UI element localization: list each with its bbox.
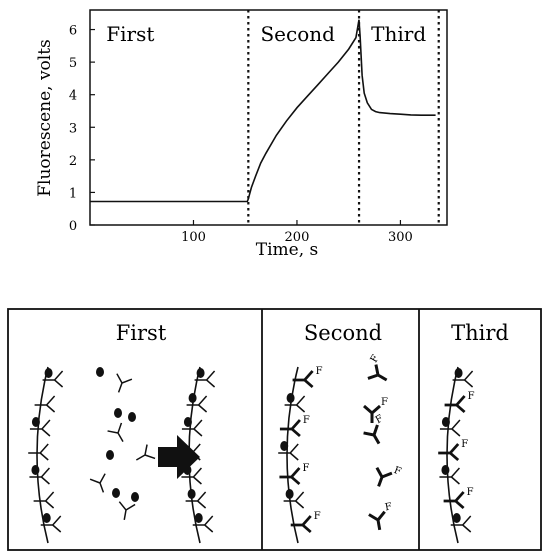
free-antibody: F [363, 397, 388, 423]
receptor-with-ligand [40, 513, 62, 533]
free-antibody: F [368, 501, 393, 531]
phase-label: Second [260, 22, 335, 46]
plot-frame [89, 9, 448, 226]
free-antibody: F [367, 353, 388, 382]
arrow-icon [158, 435, 200, 479]
x-tick-label: 200 [285, 230, 310, 245]
panel-title-first: First [116, 321, 167, 345]
y-axis-label: Fluorescene, volts [35, 39, 55, 197]
x-tick-label: 100 [181, 230, 206, 245]
x-axis-label: Time, s [256, 240, 319, 260]
receptor-with-fluorescent-ligand: F [438, 439, 468, 462]
x-tick-label: 300 [388, 230, 413, 245]
y-tick-label: 4 [69, 89, 77, 104]
ligand-dot [131, 492, 139, 502]
fluor-label: F [468, 391, 475, 402]
free-antibody: F [363, 413, 386, 445]
receptor-with-ligand [29, 465, 50, 485]
receptor-with-fluorescent-ligand: F [443, 487, 474, 510]
free-antibody [116, 373, 133, 393]
receptor [34, 395, 56, 413]
phase-label: First [106, 22, 154, 46]
receptor-with-ligand [439, 417, 461, 437]
receptor-with-ligand [284, 393, 306, 413]
receptor-with-ligand [450, 513, 472, 533]
fluor-label: F [467, 487, 474, 498]
y-tick-label: 0 [69, 219, 77, 234]
receptor-with-ligand [186, 393, 208, 413]
receptor-with-ligand [29, 417, 51, 437]
fluorescence-chart: 0 1 2 3 4 5 6 100 200 300 First Second Third Time,… [35, 9, 448, 260]
free-antibody [118, 501, 136, 520]
y-tick-label: 3 [69, 121, 77, 136]
cell-surface-curve [446, 366, 459, 544]
fluor-label: F [302, 463, 309, 474]
phase-labels: First Second Third [106, 22, 426, 46]
receptor-with-fluorescent-ligand: F [290, 511, 321, 534]
fluor-label: F [384, 501, 393, 513]
free-antibody [107, 422, 124, 443]
receptor-with-ligand [452, 368, 474, 388]
receptor-with-ligand [42, 368, 64, 388]
receptor-with-ligand [185, 489, 207, 509]
panel-title-second: Second [304, 321, 382, 345]
free-antibody [135, 444, 156, 461]
receptor-with-fluorescent-ligand: F [279, 463, 309, 486]
y-tick-label: 2 [69, 154, 77, 169]
fluor-label: F [314, 511, 321, 522]
y-axis-ticks: 0 1 2 3 4 5 6 [69, 24, 95, 234]
panel-title-third: Third [451, 321, 509, 345]
receptor-with-ligand [181, 417, 203, 437]
receptor-with-ligand [278, 441, 299, 461]
fluor-label: F [303, 415, 310, 426]
y-tick-label: 5 [69, 56, 77, 71]
cell-surface-curve [286, 366, 299, 544]
receptor-with-ligand [192, 513, 214, 533]
cell-surface-curve [36, 366, 49, 544]
receptor-with-fluorescent-ligand: F [444, 391, 475, 414]
receptor-with-fluorescent-ligand: F [292, 366, 323, 389]
panel-third: F F F [438, 366, 475, 544]
y-tick-label: 1 [69, 186, 77, 201]
phase-label: Third [371, 22, 426, 46]
fluor-label: F [392, 465, 402, 478]
fluorescence-series-line [90, 19, 436, 203]
plot-border [89, 9, 448, 226]
schematic-frame [7, 308, 542, 551]
ligand-dot [128, 412, 136, 422]
ligand-dot [96, 367, 104, 377]
fluor-label: F [381, 397, 388, 408]
receptor-with-ligand [439, 465, 460, 485]
fluor-label: F [461, 439, 468, 450]
fluor-label: F [374, 413, 386, 426]
ligand-dot [112, 488, 120, 498]
ligand-dot [106, 450, 114, 460]
x-axis-ticks: 100 200 300 [181, 220, 413, 245]
receptor-with-ligand [194, 368, 216, 388]
receptor [28, 443, 49, 461]
receptor [33, 491, 55, 509]
receptor-with-fluorescent-ligand: F [279, 415, 310, 438]
free-antibody: F [375, 465, 403, 487]
y-tick-label: 6 [69, 24, 77, 39]
ligand-dot [114, 408, 122, 418]
receptor-with-ligand [283, 489, 305, 509]
free-antibody [89, 473, 106, 493]
fluor-label: F [316, 366, 323, 377]
fluor-label: F [369, 353, 382, 365]
